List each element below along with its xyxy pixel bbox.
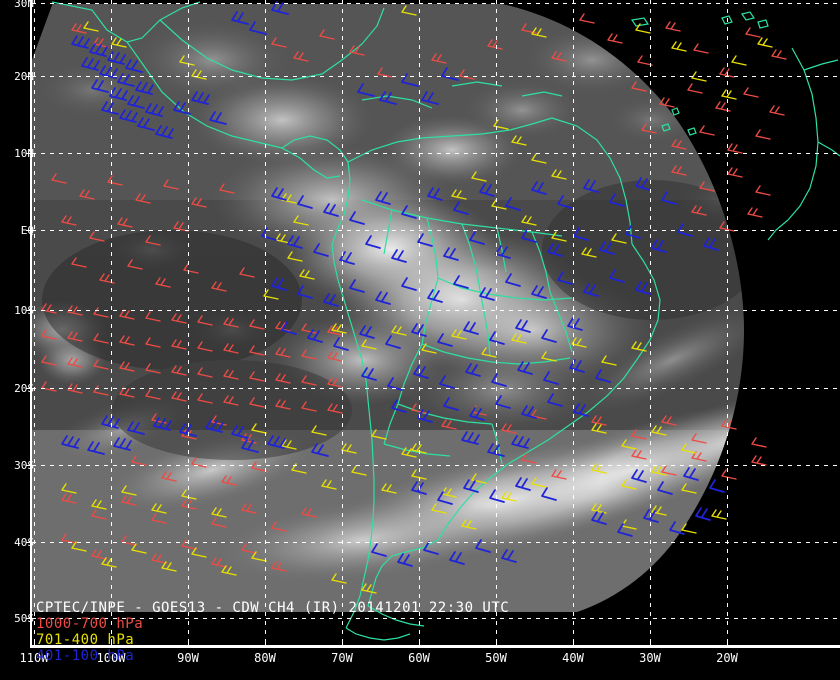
map-plot-area[interactable] [32,0,840,647]
gridline-lat-30n [32,3,840,4]
xtick-mark-60w [419,641,420,646]
gridline-lat-30s [32,465,840,466]
xtick-label-100w: 100W [96,651,126,665]
gridline-lon-30w [650,0,651,647]
gridline-lat-40s [32,542,840,543]
xtick-label-30w: 30W [639,651,661,665]
xtick-mark-100w [111,641,112,646]
gridline-lon-60w [419,0,420,647]
legend-entry-low-level: 1000-700 hPa [36,616,144,632]
xtick-mark-110w [34,641,35,646]
ytick-label-10n: 10N [14,147,34,160]
gridline-lon-110w [34,0,35,647]
gridline-lon-80w [265,0,266,647]
ytick-label-10s: 10S [14,304,34,317]
gridline-lat-20n [32,76,840,77]
ytick-mark-20n [26,76,32,77]
satellite-imagery [32,0,840,647]
ytick-label-50s: 50S [14,612,34,625]
gridline-lat-50s [32,618,840,619]
xtick-label-20w: 20W [716,651,738,665]
ytick-mark-10s [26,310,32,311]
ytick-label-30n: 30N [14,0,34,10]
gridline-lon-100w [111,0,112,647]
legend-entry-mid-level: 701-400 hPa [36,632,135,648]
xtick-label-60w: 60W [408,651,430,665]
gridline-lon-40w [573,0,574,647]
ytick-mark-eq [26,230,32,231]
ytick-mark-40s [26,542,32,543]
gridline-lat-10s [32,310,840,311]
wind-barbs-mid-level [61,5,773,594]
xtick-mark-50w [496,641,497,646]
gridline-lon-50w [496,0,497,647]
legend-entry-high-level: 401-100 hPa [36,648,135,664]
xtick-label-70w: 70W [331,651,353,665]
axis-left-spine [30,0,32,648]
xtick-mark-40w [573,641,574,646]
ytick-label-40s: 40S [14,536,34,549]
gridline-lon-90w [188,0,189,647]
gridline-lon-20w [727,0,728,647]
ytick-label-20s: 20S [14,382,34,395]
ytick-label-20n: 20N [14,70,34,83]
gridline-lon-70w [342,0,343,647]
xtick-mark-30w [650,641,651,646]
ytick-mark-50s [26,618,32,619]
ytick-mark-20s [26,388,32,389]
ytick-mark-10n [26,153,32,154]
gridline-lat-10n [32,153,840,154]
xtick-label-40w: 40W [562,651,584,665]
xtick-label-90w: 90W [177,651,199,665]
xtick-label-110w: 110W [19,651,49,665]
xtick-label-80w: 80W [254,651,276,665]
caption-block: CPTEC/INPE - GOES13 - CDW CH4 (IR) 20141… [36,600,509,664]
wind-barbs-high-level [61,1,725,567]
xtick-mark-70w [342,641,343,646]
xtick-mark-90w [188,641,189,646]
gridline-lat-eq [32,230,840,231]
xtick-label-50w: 50W [485,651,507,665]
axis-bottom-spine [30,645,840,648]
xtick-mark-20w [727,641,728,646]
xtick-mark-80w [265,641,266,646]
gridline-lat-20s [32,388,840,389]
ytick-mark-30s [26,465,32,466]
ytick-label-30s: 30S [14,459,34,472]
product-caption: CPTEC/INPE - GOES13 - CDW CH4 (IR) 20141… [36,600,510,616]
